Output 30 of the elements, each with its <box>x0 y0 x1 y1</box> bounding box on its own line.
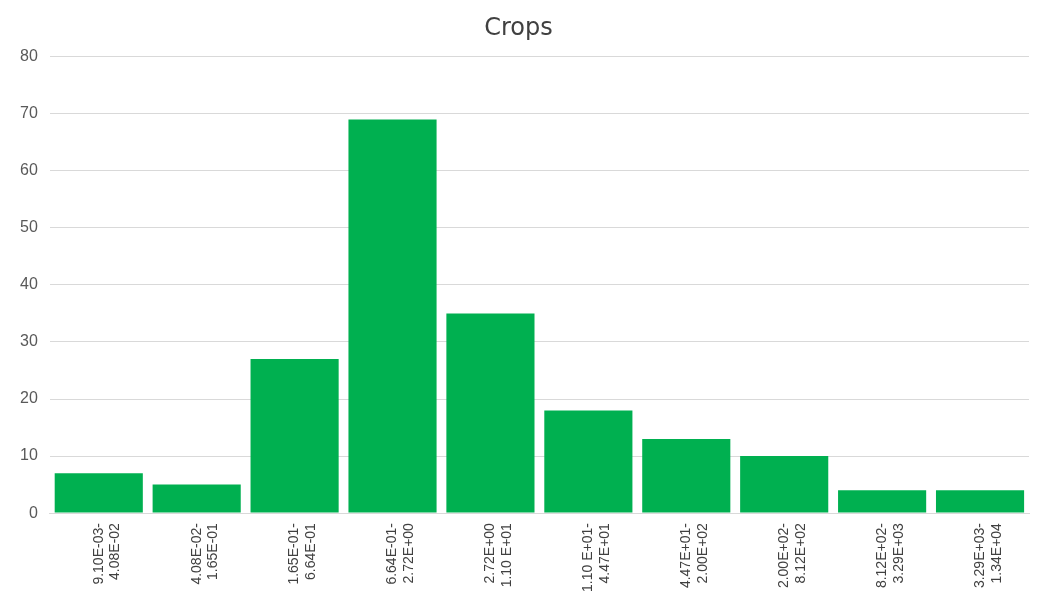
y-tick-label: 60 <box>20 161 38 179</box>
y-tick-label: 70 <box>20 104 38 122</box>
x-tick-label: 9.10E-03- 4.08E-02 <box>89 522 123 585</box>
bar <box>54 473 143 513</box>
y-tick-label: 40 <box>20 275 38 293</box>
y-tick-label: 20 <box>20 389 38 407</box>
y-tick-label: 30 <box>20 332 38 350</box>
y-tick-label: 50 <box>20 218 38 236</box>
y-tick-label: 0 <box>28 503 38 521</box>
y-tick-label: 10 <box>20 446 38 464</box>
y-tick-label: 80 <box>20 47 38 65</box>
bar <box>446 313 535 513</box>
bar <box>642 438 731 513</box>
chart-title: Crops <box>484 12 553 41</box>
bar <box>348 119 437 513</box>
x-tick-label: 8.12E+02- 3.29E+03 <box>872 522 906 589</box>
x-tick-label: 4.47E+01- 2.00E+02 <box>677 522 710 589</box>
x-tick-label: 2.00E+02- 8.12E+02 <box>775 522 808 589</box>
x-tick-label: 1.10 E+01- 4.47E+01 <box>579 522 613 592</box>
bar <box>250 359 339 513</box>
bar <box>740 456 829 513</box>
x-tick-label: 2.72E+00 1.10 E+01 <box>481 522 515 588</box>
bar <box>935 490 1025 513</box>
bar <box>152 484 241 513</box>
x-tick-label: 3.29E+03- 1.34E+04 <box>970 522 1004 589</box>
bar <box>838 490 927 513</box>
bar <box>544 410 633 513</box>
x-tick-label: 4.08E-02- 1.65E-01 <box>187 522 221 585</box>
x-tick-label: 6.64E-01- 2.72E+00 <box>383 522 417 585</box>
x-tick-label: 1.65E-01- 6.64E-01 <box>285 522 319 585</box>
